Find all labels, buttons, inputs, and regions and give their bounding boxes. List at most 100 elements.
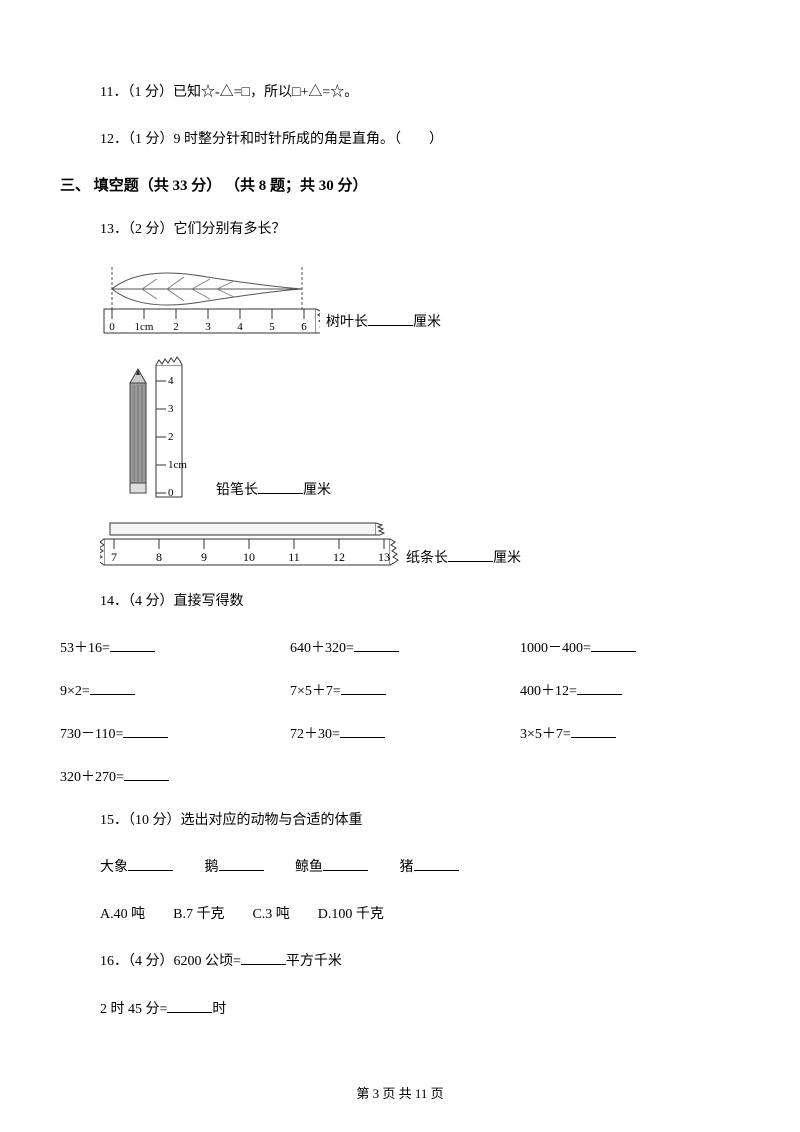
animal-blank[interactable] [219, 855, 264, 871]
section-3-title: 三、 填空题（共 33 分） （共 8 题；共 30 分） [60, 174, 740, 195]
calc-expr: 1000－400= [520, 641, 591, 656]
q16-line2a: 2 时 45 分= [100, 1002, 167, 1017]
calc-expr: 400＋12= [520, 684, 577, 699]
page-footer: 第 3 页 共 11 页 [0, 1083, 800, 1102]
pencil-blank[interactable] [258, 478, 303, 494]
q16-blank-2[interactable] [167, 997, 212, 1013]
calc-item: 7×5＋7= [290, 679, 510, 700]
animal-blank[interactable] [414, 855, 459, 871]
question-13: 13．（2 分）它们分别有多长？ [60, 217, 740, 242]
q13-pts: （2 分） [128, 222, 174, 237]
animal-label: 猪 [400, 860, 414, 875]
calc-expr: 7×5＋7= [290, 684, 341, 699]
calc-expr: 730－110= [60, 727, 123, 742]
svg-text:12: 12 [333, 550, 345, 564]
calc-grid: 53＋16= 640＋320= 1000－400= 9×2= 7×5＋7= 40… [60, 636, 740, 786]
strip-unit: 厘米 [493, 551, 521, 566]
svg-text:4: 4 [237, 321, 243, 333]
q12-num: 12． [100, 132, 128, 147]
animal-blank[interactable] [323, 855, 368, 871]
q11-text: 已知☆-△=□，所以□+△=☆。 [173, 85, 358, 100]
q15-options-text: A.40 吨 B.7 千克 C.3 吨 D.100 千克 [100, 907, 384, 922]
pencil-unit: 厘米 [303, 483, 331, 498]
strip-label: 纸条长 厘米 [406, 546, 521, 571]
calc-blank[interactable] [123, 722, 168, 738]
leaf-label-text: 树叶长 [326, 315, 368, 330]
svg-text:2: 2 [168, 431, 174, 443]
svg-text:7: 7 [111, 550, 117, 564]
q11-num: 11． [100, 85, 127, 100]
calc-blank[interactable] [577, 679, 622, 695]
q13-text: 它们分别有多长？ [174, 222, 286, 237]
calc-expr: 53＋16= [60, 641, 110, 656]
strip-ruler-block: 7 8 9 10 11 12 13 纸条长 厘米 [100, 521, 740, 571]
calc-item: 730－110= [60, 722, 280, 743]
q13-num: 13． [100, 222, 128, 237]
question-16: 16．（4 分）6200 公顷= 平方千米 [60, 949, 740, 974]
q14-num: 14． [100, 594, 128, 609]
calc-blank[interactable] [124, 765, 169, 781]
q15-options: A.40 吨 B.7 千克 C.3 吨 D.100 千克 [60, 902, 740, 927]
svg-text:1cm: 1cm [135, 321, 154, 333]
svg-text:10: 10 [243, 550, 255, 564]
calc-item: 320＋270= [60, 765, 280, 786]
calc-blank[interactable] [340, 722, 385, 738]
q16-line1a: 6200 公顷= [174, 954, 241, 969]
svg-text:0: 0 [109, 321, 115, 333]
strip-label-text: 纸条长 [406, 551, 448, 566]
calc-expr: 9×2= [60, 684, 90, 699]
q11-pts: （1 分） [127, 85, 173, 100]
animal-label: 鹅 [205, 860, 219, 875]
leaf-label: 树叶长 厘米 [326, 310, 441, 335]
svg-text:13: 13 [378, 550, 390, 564]
calc-blank[interactable] [354, 636, 399, 652]
calc-blank[interactable] [341, 679, 386, 695]
calc-blank[interactable] [110, 636, 155, 652]
q12-pts: （1 分） [128, 132, 174, 147]
svg-text:1cm: 1cm [168, 459, 187, 471]
question-15: 15．（10 分）选出对应的动物与合适的体重 [60, 808, 740, 833]
svg-text:6: 6 [301, 321, 307, 333]
svg-text:11: 11 [288, 550, 300, 564]
pencil-label: 铅笔长 厘米 [216, 478, 331, 503]
q16-line2: 2 时 45 分=时 [60, 997, 740, 1022]
calc-expr: 640＋320= [290, 641, 354, 656]
calc-expr: 3×5＋7= [520, 727, 571, 742]
leaf-unit: 厘米 [413, 315, 441, 330]
calc-blank[interactable] [591, 636, 636, 652]
strip-ruler-svg: 7 8 9 10 11 12 13 [100, 521, 400, 571]
calc-item: 1000－400= [520, 636, 740, 657]
calc-expr: 320＋270= [60, 770, 124, 785]
calc-item: 53＋16= [60, 636, 280, 657]
q15-pts: （10 分） [128, 813, 181, 828]
q14-text: 直接写得数 [174, 594, 244, 609]
calc-blank[interactable] [90, 679, 135, 695]
animal-label: 鲸鱼 [295, 860, 323, 875]
question-11: 11．（1 分）已知☆-△=□，所以□+△=☆。 [60, 80, 740, 105]
calc-item: 9×2= [60, 679, 280, 700]
question-14: 14．（4 分）直接写得数 [60, 589, 740, 614]
q15-text: 选出对应的动物与合适的体重 [181, 813, 363, 828]
q15-num: 15． [100, 813, 128, 828]
q12-text: 9 时整分针和时针所成的角是直角。（ ） [174, 132, 444, 147]
section-3-label: 三、 填空题（共 33 分） （共 8 题；共 30 分） [60, 178, 368, 194]
leaf-blank[interactable] [368, 310, 413, 326]
calc-expr: 72＋30= [290, 727, 340, 742]
question-12: 12．（1 分）9 时整分针和时针所成的角是直角。（ ） [60, 127, 740, 152]
leaf-ruler-block: 0 1cm 2 3 4 5 6 树叶长 厘米 [100, 265, 740, 335]
svg-text:3: 3 [205, 321, 211, 333]
strip-blank[interactable] [448, 546, 493, 562]
calc-blank[interactable] [571, 722, 616, 738]
q16-pts: （4 分） [128, 954, 174, 969]
q16-num: 16． [100, 954, 128, 969]
leaf-ruler-svg: 0 1cm 2 3 4 5 6 [100, 265, 320, 335]
calc-item: 72＋30= [290, 722, 510, 743]
animal-blank[interactable] [128, 855, 173, 871]
animal-label: 大象 [100, 860, 128, 875]
svg-text:4: 4 [168, 375, 174, 387]
svg-text:3: 3 [168, 403, 174, 415]
q16-blank-1[interactable] [241, 949, 286, 965]
pencil-label-text: 铅笔长 [216, 483, 258, 498]
q16-line1b: 平方千米 [286, 954, 342, 969]
footer-text: 第 3 页 共 11 页 [356, 1086, 443, 1101]
